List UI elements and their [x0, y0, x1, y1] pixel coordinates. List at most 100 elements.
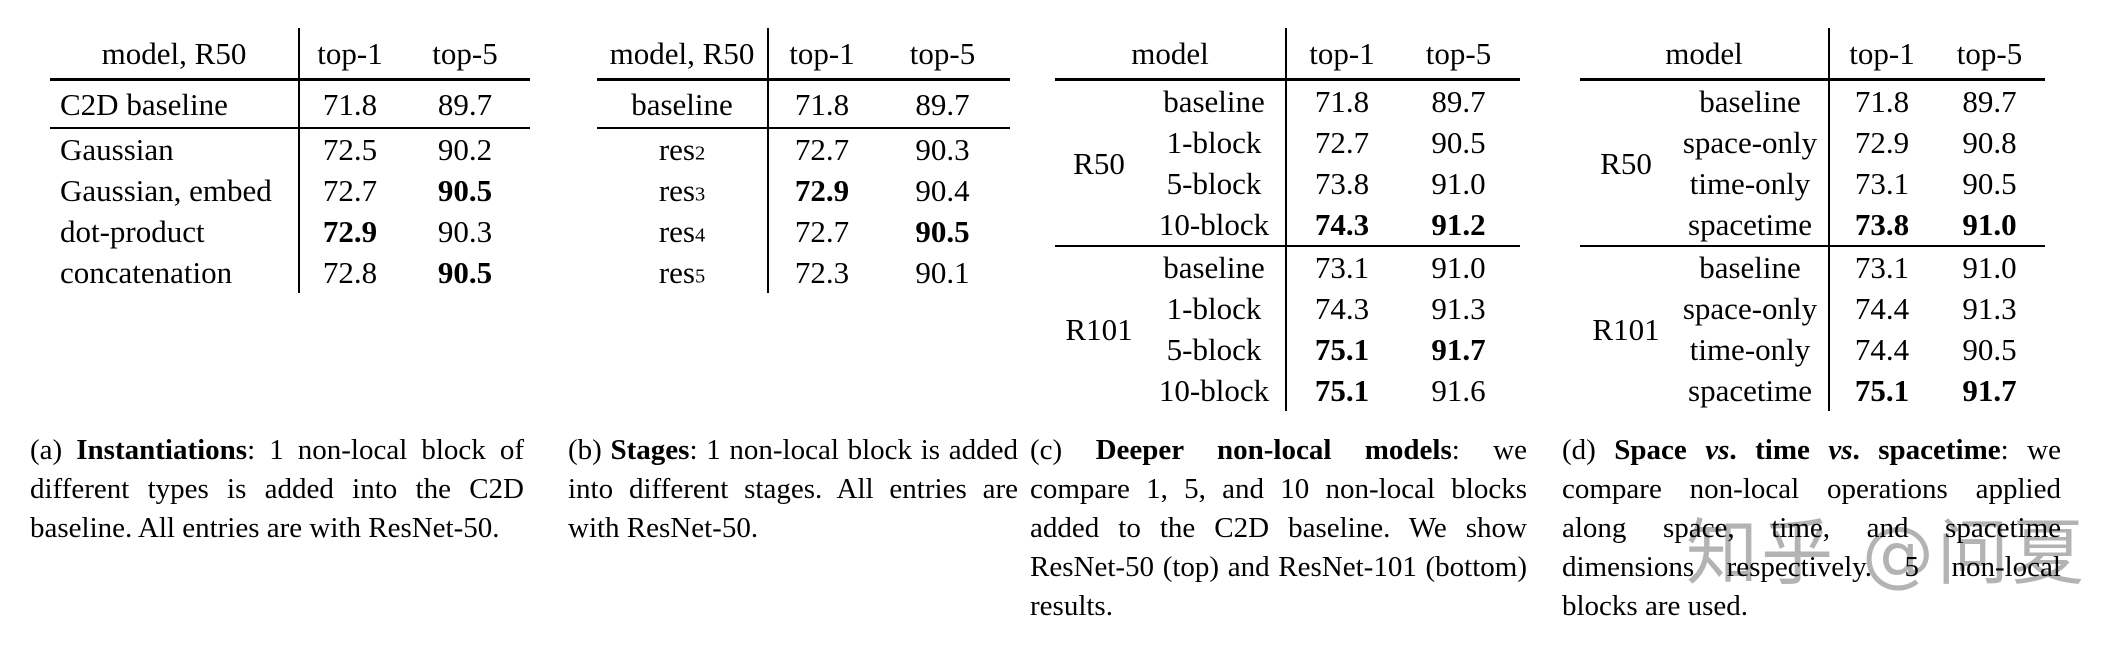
top1-value: 72.9	[322, 214, 378, 249]
column-header-model: model	[1580, 28, 1830, 78]
top1-value: 73.1	[1854, 166, 1910, 201]
model-cell: Gaussian, embed	[50, 170, 300, 211]
top1-value: 72.5	[322, 132, 378, 167]
top5-value: 91.3	[1962, 291, 2017, 326]
table-header-row: model, R50 top-1 top-5	[597, 28, 1010, 81]
group-label: R50	[1600, 145, 1652, 181]
column-header-top1: top-1	[1309, 35, 1375, 71]
top5-value: 91.7	[1431, 332, 1486, 367]
table-stages: model, R50 top-1 top-5 baseline 71.8 89.7 res 2…	[597, 28, 1010, 293]
caption-text: Deeper non-local models	[1095, 434, 1452, 466]
top5-value: 90.4	[915, 173, 970, 208]
table-group-R101: R101 baseline 73.1 91.0 1-block 74.3 91.3 5-blo…	[1055, 247, 1520, 411]
column-header-model: model, R50	[50, 28, 300, 78]
top5-value: 89.7	[1962, 84, 2017, 119]
column-header-top1: top-1	[789, 35, 855, 71]
caption-text: (b)	[568, 434, 611, 466]
model-cell: time-only	[1672, 329, 1830, 370]
model-cell: baseline	[597, 81, 769, 127]
caption-text: : 1 non-local block of different types i…	[30, 434, 524, 544]
top5-value: 90.5	[1962, 332, 2017, 367]
column-header-top5: top-5	[1956, 35, 2023, 71]
column-header-top1: top-1	[317, 35, 383, 71]
caption-d: (d) Space vs. time vs. spacetime: we com…	[1562, 431, 2061, 626]
top5-value: 91.0	[1962, 207, 2017, 242]
table-header-row: model, R50 top-1 top-5	[50, 28, 530, 81]
model-cell: concatenation	[50, 252, 300, 293]
caption-text: (c)	[1030, 434, 1096, 466]
top5-value: 90.8	[1962, 125, 2017, 160]
caption-text: Space	[1614, 434, 1706, 466]
top1-value: 72.8	[322, 255, 378, 290]
top1-value: 71.8	[1854, 84, 1910, 119]
model-cell: spacetime	[1672, 204, 1830, 245]
top5-value: 90.5	[1962, 166, 2017, 201]
top1-value: 74.3	[1314, 291, 1370, 326]
group-label: R50	[1073, 145, 1125, 181]
top1-value: 74.4	[1854, 332, 1910, 367]
caption-text: . time	[1729, 434, 1829, 466]
model-cell: 10-block	[1143, 204, 1287, 245]
column-header-top5: top-5	[432, 35, 498, 71]
caption-text: : 1 non-local block is added into differ…	[568, 434, 1018, 544]
table-header-row: model top-1 top-5	[1580, 28, 2045, 81]
model-cell: res 5	[597, 252, 769, 293]
model-cell: 5-block	[1143, 329, 1287, 370]
model-cell: baseline	[1143, 81, 1287, 122]
caption-text: vs	[1828, 434, 1853, 466]
caption-text: . spacetime	[1852, 434, 2001, 466]
table-body-section: Gaussian 72.5 90.2 Gaussian, embed 72.7 90.5 d…	[50, 129, 530, 293]
caption-text: : we compare 1, 5, and 10 non-local bloc…	[1030, 434, 1527, 622]
top1-value: 73.8	[1314, 166, 1370, 201]
top5-value: 90.5	[437, 255, 493, 290]
table-group-R50: R50 baseline 71.8 89.7 1-block 72.7 90.5 5-bloc…	[1055, 81, 1520, 247]
top1-value: 72.7	[322, 173, 378, 208]
top1-value: 72.7	[794, 132, 850, 167]
top1-value: 72.3	[794, 255, 850, 290]
column-header-top5: top-5	[909, 35, 976, 71]
model-cell: res 2	[597, 129, 769, 170]
top1-value: 72.9	[794, 173, 850, 208]
caption-a: (a) Instantiations: 1 non-local block of…	[30, 431, 524, 548]
table-deeper-nonlocal-models: model top-1 top-5 R50 baseline 71.8 89.7 1-bloc…	[1055, 28, 1520, 411]
top5-value: 90.3	[437, 214, 493, 249]
model-cell: baseline	[1143, 247, 1287, 288]
table-baseline-section: C2D baseline 71.8 89.7	[50, 81, 530, 129]
caption-text: (a)	[30, 434, 77, 466]
top1-value: 73.8	[1854, 207, 1910, 242]
model-cell: 1-block	[1143, 288, 1287, 329]
top1-value: 71.8	[794, 86, 850, 122]
top1-value: 73.1	[1854, 250, 1910, 285]
top1-value: 74.3	[1314, 207, 1370, 242]
model-cell: spacetime	[1672, 370, 1830, 411]
model-cell: space-only	[1672, 288, 1830, 329]
caption-text: : we compare non-local operations applie…	[1562, 434, 2061, 622]
top1-value: 73.1	[1314, 250, 1370, 285]
caption-b: (b) Stages: 1 non-local block is added i…	[568, 431, 1018, 548]
model-cell: 1-block	[1143, 122, 1287, 163]
column-header-top5: top-5	[1425, 35, 1492, 71]
top1-value: 75.1	[1314, 332, 1370, 367]
column-header-model: model	[1055, 28, 1287, 78]
top1-value: 72.7	[794, 214, 850, 249]
top5-value: 89.7	[1431, 84, 1486, 119]
group-label: R101	[1592, 311, 1660, 347]
top5-value: 90.1	[915, 255, 970, 290]
model-cell: time-only	[1672, 163, 1830, 204]
top1-value: 74.4	[1854, 291, 1910, 326]
table-group-R50: R50 baseline 71.8 89.7 space-only 72.9 90.8 tim…	[1580, 81, 2045, 247]
top5-value: 91.0	[1962, 250, 2017, 285]
top5-value: 91.6	[1431, 373, 1486, 408]
top5-value: 90.2	[437, 132, 493, 167]
top1-value: 71.8	[1314, 84, 1370, 119]
caption-text: Stages	[610, 434, 690, 466]
table-body-section: res 2 72.7 90.3 res 3 72.9 90.4 res 4 72.7 90.5 res 5…	[597, 129, 1010, 293]
top5-value: 90.3	[915, 132, 970, 167]
top5-value: 90.5	[437, 173, 493, 208]
caption-text: vs	[1705, 434, 1730, 466]
top5-value: 91.0	[1431, 250, 1486, 285]
top5-value: 89.7	[437, 86, 493, 122]
model-cell: baseline	[1672, 81, 1830, 122]
model-cell: 10-block	[1143, 370, 1287, 411]
